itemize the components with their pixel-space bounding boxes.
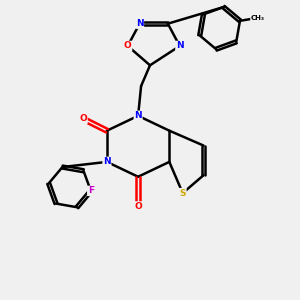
Text: O: O	[79, 114, 87, 123]
Text: O: O	[134, 202, 142, 211]
Text: N: N	[134, 111, 142, 120]
Text: S: S	[179, 189, 186, 198]
Text: CH₃: CH₃	[251, 15, 265, 21]
Text: F: F	[88, 186, 94, 195]
Text: N: N	[176, 41, 184, 50]
Text: O: O	[124, 41, 132, 50]
Text: N: N	[136, 19, 143, 28]
Text: N: N	[103, 158, 111, 166]
